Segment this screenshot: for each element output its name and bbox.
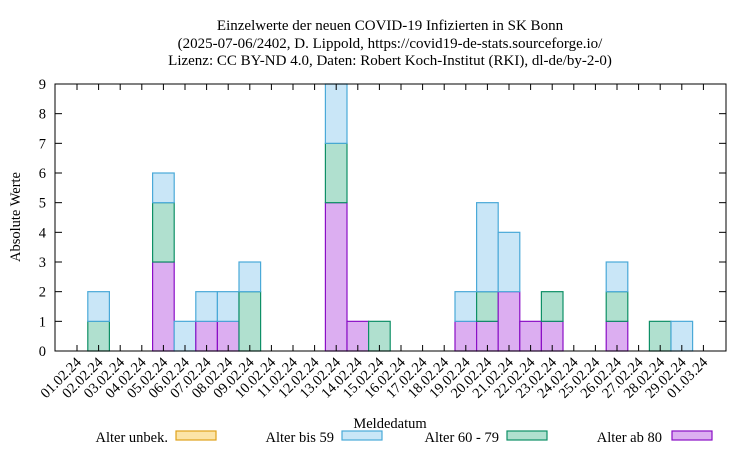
bar-segment-alter-bis-59-07.02.24 [195, 291, 219, 322]
bar-segment-alter-ab-80-21.02.24 [497, 291, 521, 352]
y-tick-label: 5 [39, 196, 46, 212]
legend-label: Alter unbek. [96, 430, 168, 446]
y-tick-label: 2 [39, 285, 46, 301]
bar-segment-alter-ab-80-13.02.24 [324, 202, 348, 352]
x-axis: 01.02.2402.02.2403.02.2404.02.2405.02.24… [38, 84, 712, 402]
bar-segment-alter-60-79-20.02.24 [476, 291, 499, 322]
legend-label: Alter bis 59 [266, 430, 334, 446]
bar-segment-alter-60-79-05.02.24 [152, 202, 175, 263]
bar-segment-alter-bis-59-19.02.24 [454, 291, 478, 322]
bar-segment-alter-60-79-23.02.24 [540, 291, 564, 322]
y-tick-label: 4 [39, 225, 47, 241]
chart-title-line-2: (2025-07-06/2402, D. Lippold, https://co… [178, 36, 603, 52]
y-tick-label: 7 [39, 136, 46, 152]
bar-segment-alter-ab-80-05.02.24 [152, 261, 175, 352]
bar-segment-alter-60-79-09.02.24 [238, 291, 262, 352]
legend-label: Alter ab 80 [597, 430, 662, 446]
y-tick-label: 0 [39, 344, 46, 360]
bar-segment-alter-bis-59-20.02.24 [476, 202, 499, 293]
y-axis-label: Absolute Werte [8, 172, 24, 262]
bar-segment-alter-bis-59-21.02.24 [497, 231, 521, 293]
legend-swatch [671, 430, 713, 441]
x-axis-label: Meldedatum [353, 416, 427, 432]
y-axis: 0 1 2 3 4 5 6 7 8 9 [39, 77, 726, 360]
legend: Alter unbek. Alter bis 59 Alter 60 - 79 Alt… [96, 430, 713, 446]
bar-segment-alter-bis-59-26.02.24 [605, 261, 629, 293]
bar-segment-alter-bis-59-08.02.24 [216, 291, 240, 322]
bar-segment-alter-bis-59-13.02.24 [324, 83, 348, 144]
y-tick-label: 9 [39, 77, 46, 93]
legend-swatch [175, 430, 217, 441]
y-tick-label: 8 [39, 107, 46, 123]
chart-title-line-1: Einzelwerte der neuen COVID-19 Infiziert… [217, 18, 564, 34]
y-tick-label: 6 [39, 166, 46, 182]
legend-swatch [341, 430, 383, 441]
plot-frame [54, 83, 727, 352]
bars-group [87, 83, 694, 352]
bar-segment-alter-bis-59-02.02.24 [87, 291, 111, 322]
chart-title-line-3: Lizenz: CC BY-ND 4.0, Daten: Robert Koch… [168, 53, 612, 69]
bar-segment-alter-bis-59-05.02.24 [152, 172, 175, 204]
legend-label: Alter 60 - 79 [425, 430, 500, 446]
y-tick-label: 1 [39, 314, 46, 330]
bar-segment-alter-60-79-13.02.24 [324, 142, 348, 204]
bar-segment-alter-bis-59-09.02.24 [238, 261, 262, 293]
bar-segment-alter-60-79-26.02.24 [605, 291, 629, 322]
y-tick-label: 3 [39, 255, 46, 271]
legend-swatch [506, 430, 548, 441]
